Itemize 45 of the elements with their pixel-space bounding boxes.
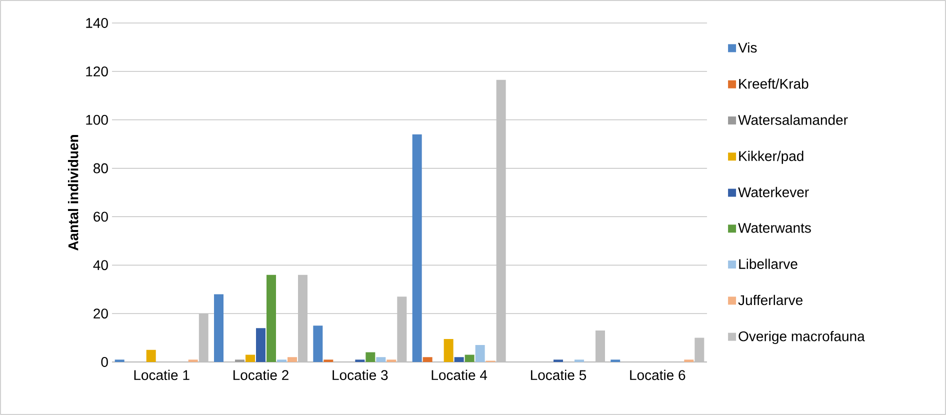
- legend-label: Vis: [738, 42, 757, 53]
- bar: [198, 314, 208, 362]
- bar: [496, 80, 506, 362]
- bar: [412, 134, 422, 362]
- y-axis-title: Aantal individuen: [68, 135, 78, 250]
- y-tick-label: 120: [86, 66, 108, 76]
- bar: [475, 345, 485, 362]
- x-tick-label: Locatie 4: [432, 370, 488, 380]
- y-tick-label: 80: [94, 163, 108, 174]
- legend-label: Watersalamander: [738, 114, 848, 125]
- legend-label: Libellarve: [739, 258, 798, 269]
- bar: [246, 354, 256, 362]
- bar: [595, 330, 605, 362]
- bar: [454, 357, 464, 362]
- bar: [288, 357, 298, 362]
- bar: [376, 357, 386, 362]
- bar: [214, 294, 224, 362]
- legend-label: Kreeft/Krab: [739, 78, 808, 89]
- bar: [256, 328, 266, 362]
- y-tick-label: 0: [101, 357, 108, 367]
- legend-label: Jufferlarve: [738, 294, 803, 306]
- bar: [266, 274, 276, 362]
- x-tick-label: Locatie 1: [134, 370, 190, 380]
- bar: [694, 338, 704, 362]
- bar: [146, 350, 156, 362]
- legend-label: Kikker/pad: [739, 150, 804, 164]
- x-tick-label: Locatie 6: [630, 370, 686, 380]
- y-tick-label: 60: [94, 212, 108, 222]
- legend-label: Waterkever: [738, 186, 809, 198]
- bar: [444, 338, 454, 362]
- x-tick-label: Locatie 5: [530, 370, 586, 380]
- bar: [366, 352, 376, 362]
- x-tick-label: Locatie 3: [332, 370, 388, 380]
- x-tick-label: Locatie 2: [233, 370, 288, 380]
- bar: [464, 354, 474, 362]
- y-tick-label: 20: [94, 308, 108, 319]
- y-tick-label: 100: [86, 114, 108, 125]
- bar: [313, 326, 323, 362]
- y-tick-label: 40: [93, 260, 108, 270]
- bar: [298, 274, 308, 362]
- legend-label: Waterwants: [738, 223, 811, 233]
- legend-label: Overige macrofauna: [738, 330, 865, 344]
- bar: [422, 357, 432, 362]
- y-tick-label: 140: [86, 18, 108, 28]
- bar: [397, 296, 407, 362]
